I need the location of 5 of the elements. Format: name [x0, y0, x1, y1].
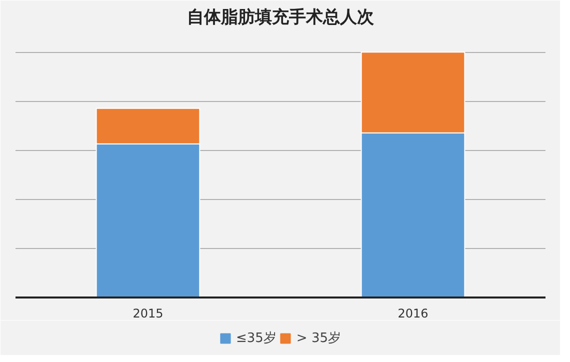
chart-title: 自体脂肪填充手术总人次 — [187, 8, 375, 28]
legend-label: > 35岁 — [296, 330, 342, 346]
legend-label: ≤35岁 — [236, 330, 276, 346]
x-tick-label: 2016 — [398, 306, 428, 320]
x-tick-label: 2015 — [132, 306, 164, 320]
